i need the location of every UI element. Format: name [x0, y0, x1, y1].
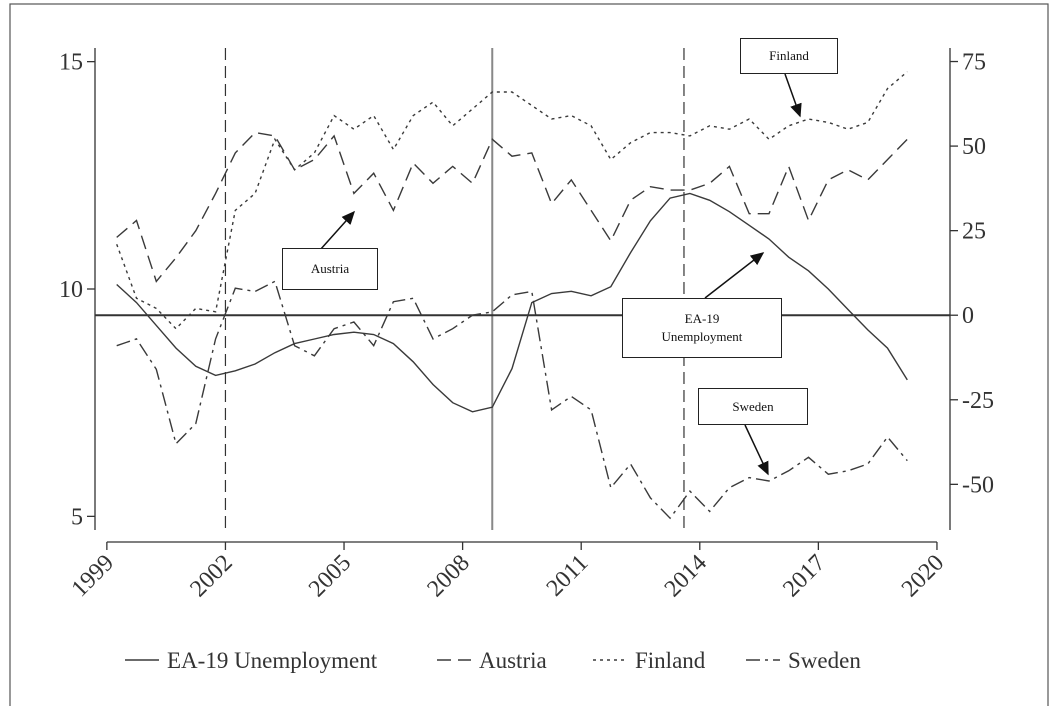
arrow	[784, 73, 802, 118]
y2-tick-label: 50	[962, 134, 986, 160]
x-tick-label: 1999	[67, 550, 119, 602]
y-tick-label: 15	[59, 50, 83, 76]
x-tick-label: 2017	[778, 550, 830, 602]
y-tick-label: 5	[71, 504, 83, 530]
legend-label: EA-19 Unemployment	[167, 648, 378, 673]
y-tick-label: 10	[59, 277, 83, 303]
plot: 5 10 15 -50 -25 0 25 50 75 1999 2002 2005 2008 2011 20…	[59, 48, 994, 673]
series-line	[116, 192, 908, 413]
y2-tick-label: -25	[962, 388, 994, 414]
annotation: EA-19 Unemployment	[622, 298, 782, 358]
x-tick-label: 2011	[542, 550, 594, 602]
frame	[9, 3, 1049, 706]
legend-label: Finland	[635, 648, 706, 673]
arrow	[704, 252, 765, 299]
series-line	[116, 131, 908, 283]
x-tick-label: 2020	[897, 550, 949, 602]
arrow	[319, 210, 356, 251]
y2-tick-label: 25	[962, 219, 986, 245]
annotation: Sweden	[698, 388, 808, 425]
annotation: Austria	[282, 248, 378, 290]
y2-tick-label: 75	[962, 50, 986, 76]
x-tick-label: 2005	[304, 550, 356, 602]
x-tick-label: 2008	[423, 550, 475, 602]
arrow	[744, 424, 769, 476]
annotation: Finland	[740, 38, 838, 74]
series-line	[116, 71, 908, 330]
y2-tick-label: -50	[962, 472, 994, 498]
legend-label: Austria	[479, 648, 547, 673]
y2-tick-label: 0	[962, 303, 974, 329]
series-line	[116, 280, 908, 520]
legend-label: Sweden	[788, 648, 861, 673]
x-tick-label: 2014	[660, 550, 712, 602]
x-tick-label: 2002	[185, 550, 237, 602]
